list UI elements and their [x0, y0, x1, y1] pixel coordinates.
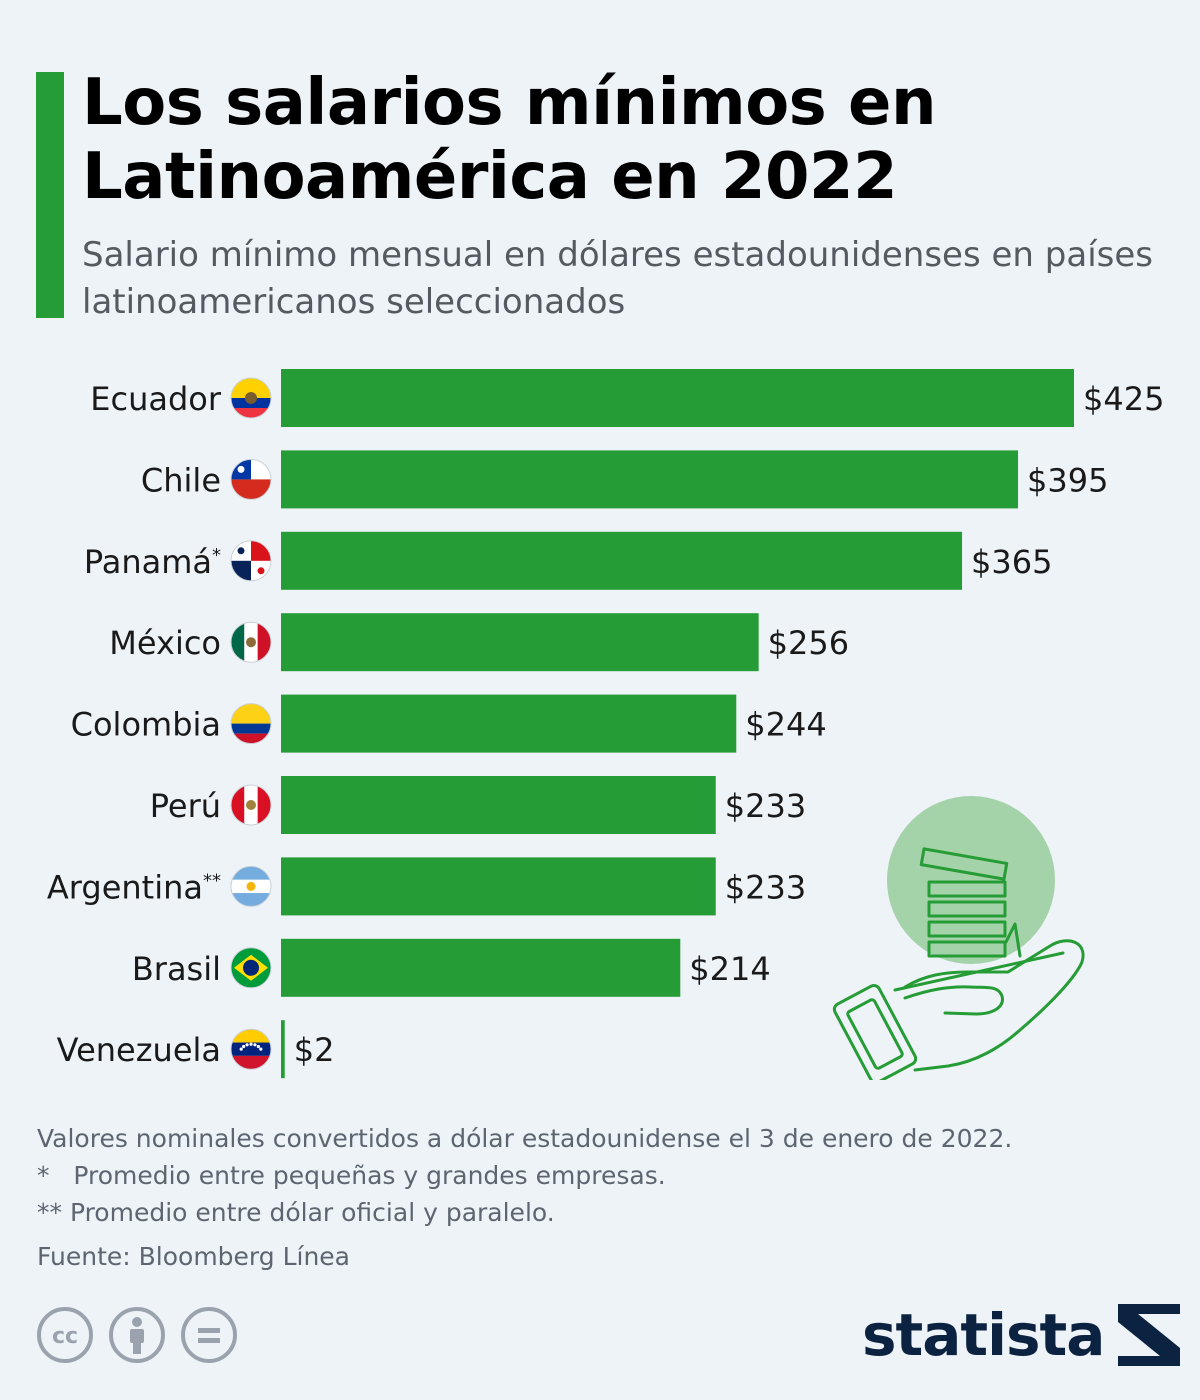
category-label-venezuela: Venezuela: [57, 1031, 221, 1069]
bars: $425 Ecuador $395 Chile $365 Panamá* $256 Méxic…: [47, 369, 1164, 1079]
category-label-ecuador: Ecuador: [90, 380, 222, 418]
illustration-circle: [887, 796, 1055, 964]
no-derivatives-icon[interactable]: [180, 1306, 238, 1364]
chart-subtitle: Salario mínimo mensual en dólares estado…: [82, 235, 1153, 322]
bar-mexico: [281, 613, 759, 672]
value-label-panama: $365: [971, 543, 1052, 581]
bar-argentina: [281, 857, 716, 916]
category-label-colombia: Colombia: [71, 706, 221, 744]
money-hand-icon: [832, 847, 1085, 1080]
bar-peru: [281, 776, 716, 834]
svg-text:cc: cc: [52, 1324, 78, 1349]
chile-flag: [230, 458, 272, 500]
bar-chile: [281, 450, 1019, 509]
value-label-brasil: $214: [689, 950, 770, 988]
bar-chart: $425 Ecuador $395 Chile $365 Panamá* $256 Méxic…: [47, 369, 1164, 1080]
value-label-ecuador: $425: [1083, 380, 1164, 418]
bar-panama: [281, 531, 963, 590]
value-label-chile: $395: [1027, 461, 1108, 499]
category-label-argentina: Argentina**: [47, 868, 221, 906]
value-label-peru: $233: [725, 787, 806, 825]
footnote-double-asterisk: ** Promedio entre dólar oficial y parale…: [37, 1198, 555, 1227]
category-label-mexico: México: [109, 624, 221, 662]
panama-flag: [230, 540, 272, 582]
colombia-flag: [230, 703, 272, 745]
statista-logo[interactable]: statista: [862, 1300, 1181, 1370]
bar-venezuela: [281, 1020, 285, 1079]
license-icons: cc: [36, 1306, 238, 1364]
bar-ecuador: [281, 369, 1074, 427]
category-label-panama: Panamá*: [84, 543, 221, 581]
value-label-venezuela: $2: [294, 1031, 335, 1069]
chart-title: Los salarios mínimos en Latinoamérica en…: [82, 66, 937, 214]
cc-icon[interactable]: cc: [36, 1306, 94, 1364]
category-label-chile: Chile: [141, 461, 221, 499]
statista-logo-mark-icon: [1118, 1304, 1181, 1366]
bar-colombia: [281, 694, 737, 753]
accent-bar: [36, 72, 64, 318]
source-note: Fuente: Bloomberg Línea: [37, 1242, 351, 1271]
footnotes: Valores nominales convertidos a dólar es…: [37, 1120, 1157, 1275]
bar-brasil: [281, 938, 681, 997]
value-label-mexico: $256: [768, 624, 849, 662]
category-label-brasil: Brasil: [132, 950, 221, 988]
footnote-conversion: Valores nominales convertidos a dólar es…: [37, 1124, 1013, 1153]
mexico-flag: [230, 621, 272, 663]
value-label-argentina: $233: [725, 868, 806, 906]
venezuela-flag: [230, 1028, 272, 1070]
argentina-flag: [230, 865, 272, 907]
statista-logo-text: statista: [862, 1301, 1105, 1369]
category-label-peru: Perú: [150, 787, 221, 825]
money-hand-illustration: [832, 796, 1085, 1080]
ecuador-flag: [230, 377, 272, 419]
brazil-flag: [230, 947, 272, 989]
attribution-icon[interactable]: [108, 1306, 166, 1364]
value-label-colombia: $244: [745, 706, 826, 744]
peru-flag: [230, 784, 272, 826]
footnote-single-asterisk: * Promedio entre pequeñas y grandes empr…: [37, 1161, 666, 1190]
